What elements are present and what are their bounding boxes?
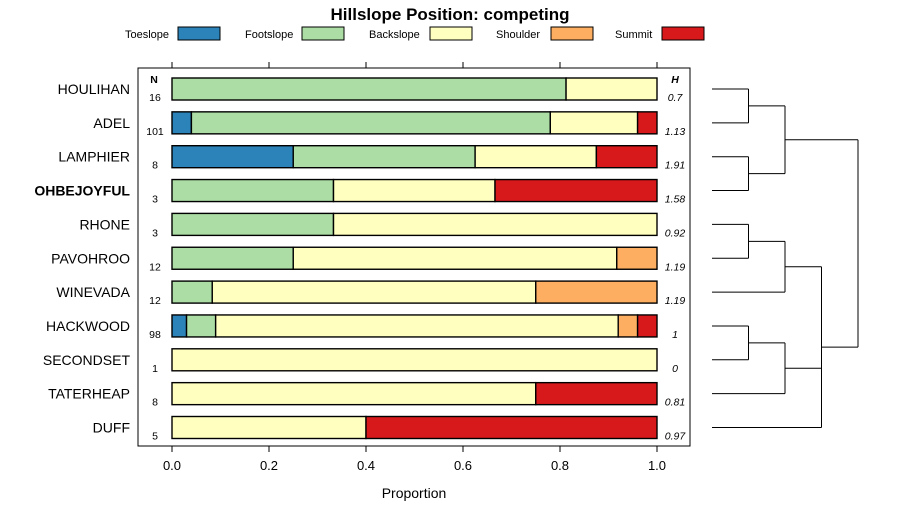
n-value: 16 bbox=[149, 92, 161, 104]
x-tick-label: 0.8 bbox=[551, 458, 569, 473]
bar-segment-summit bbox=[365, 415, 658, 440]
bar-segment-summit bbox=[595, 144, 658, 169]
n-value: 3 bbox=[152, 227, 158, 239]
bar-segment-backslope bbox=[292, 246, 618, 270]
legend-label-footslope: Footslope bbox=[245, 29, 293, 41]
bar-segment-footslope bbox=[185, 314, 217, 338]
x-axis: 0.0 0.2 0.4 0.6 0.8 1.0 bbox=[163, 62, 666, 473]
row-label-houlihan: HOULIHAN bbox=[58, 81, 130, 97]
row-label-hackwood: HACKWOOD bbox=[46, 318, 130, 334]
row-label-adel: ADEL bbox=[93, 115, 130, 131]
h-value: 0 bbox=[672, 363, 678, 375]
bar-segment-summit bbox=[535, 381, 658, 406]
h-value: 1.19 bbox=[665, 295, 686, 307]
row-label-pavohroo: PAVOHROO bbox=[51, 250, 130, 266]
bar-segment-backslope bbox=[474, 144, 598, 169]
bar-segment-summit bbox=[636, 314, 658, 338]
n-value: 101 bbox=[146, 126, 164, 138]
legend: Toeslope Footslope Backslope Shoulder Summit bbox=[125, 26, 705, 41]
bar-segment-backslope bbox=[211, 280, 537, 304]
row-label-lamphier: LAMPHIER bbox=[58, 149, 130, 165]
row-label-duff: DUFF bbox=[93, 420, 130, 436]
h-value: 0.81 bbox=[665, 397, 685, 409]
row-label-winevada: WINEVADA bbox=[56, 284, 130, 300]
legend-swatch-summit bbox=[661, 26, 705, 41]
bar-segment-shoulder bbox=[535, 280, 658, 304]
h-value: 0.92 bbox=[665, 227, 686, 239]
row-label-rhone: RHONE bbox=[79, 216, 130, 232]
n-value: 1 bbox=[152, 363, 158, 375]
bar-segment-backslope bbox=[171, 381, 537, 406]
h-value: 1.13 bbox=[665, 126, 686, 138]
x-tick-label: 0.0 bbox=[163, 458, 181, 473]
bar-segment-summit bbox=[636, 111, 658, 135]
n-value: 3 bbox=[152, 194, 158, 206]
dendrogram bbox=[712, 88, 859, 428]
bar-segment-footslope bbox=[171, 280, 213, 304]
n-value: 8 bbox=[152, 160, 158, 172]
bar-segment-summit bbox=[494, 178, 658, 203]
legend-label-backslope: Backslope bbox=[369, 29, 420, 41]
bar-segment-toeslope bbox=[171, 111, 193, 135]
x-tick-label: 1.0 bbox=[648, 458, 666, 473]
bar-segment-backslope bbox=[332, 212, 658, 237]
n-value: 8 bbox=[152, 397, 158, 409]
bar-segment-backslope bbox=[565, 77, 658, 101]
row-label-ohbejoyful: OHBEJOYFUL bbox=[34, 183, 130, 199]
bar-segment-shoulder bbox=[617, 314, 639, 338]
bar-segment-footslope bbox=[190, 111, 551, 135]
h-value: 1.58 bbox=[665, 194, 686, 206]
row-label-secondset: SECONDSET bbox=[43, 352, 131, 368]
n-value: 12 bbox=[149, 295, 161, 307]
bar-segment-footslope bbox=[171, 212, 335, 237]
bar-segment-backslope bbox=[171, 415, 367, 440]
h-value: 1.19 bbox=[665, 261, 686, 273]
bar-segment-backslope bbox=[549, 111, 639, 135]
bar-segment-backslope bbox=[214, 314, 619, 338]
bar-segment-shoulder bbox=[616, 246, 658, 270]
n-header: N bbox=[150, 74, 158, 86]
n-value: 5 bbox=[152, 431, 158, 443]
legend-label-summit: Summit bbox=[615, 29, 652, 41]
bar-segment-footslope bbox=[171, 246, 294, 270]
n-value: 12 bbox=[149, 261, 161, 273]
x-tick-label: 0.6 bbox=[454, 458, 472, 473]
bar-segment-backslope bbox=[171, 348, 658, 372]
bar-segment-backslope bbox=[332, 178, 496, 203]
plot-frame bbox=[137, 67, 691, 447]
bar-segment-toeslope bbox=[171, 144, 294, 169]
x-tick-label: 0.2 bbox=[260, 458, 278, 473]
chart-title: Hillslope Position: competing bbox=[331, 5, 570, 24]
bar-segment-footslope bbox=[292, 144, 476, 169]
h-value: 1.91 bbox=[665, 160, 685, 172]
legend-swatch-toeslope bbox=[177, 26, 221, 41]
x-tick-label: 0.4 bbox=[357, 458, 375, 473]
h-header: H bbox=[671, 74, 679, 86]
legend-swatch-backslope bbox=[429, 26, 473, 41]
row-label-taterheap: TATERHEAP bbox=[48, 386, 130, 402]
h-value: 0.7 bbox=[668, 92, 684, 104]
n-value: 98 bbox=[149, 329, 161, 341]
x-axis-label: Proportion bbox=[382, 485, 447, 501]
h-value: 1 bbox=[672, 329, 678, 341]
bar-segment-toeslope bbox=[171, 314, 188, 338]
h-value: 0.97 bbox=[665, 431, 687, 443]
legend-swatch-shoulder bbox=[550, 26, 594, 41]
legend-label-shoulder: Shoulder bbox=[496, 29, 540, 41]
legend-swatch-footslope bbox=[301, 26, 345, 41]
legend-label-toeslope: Toeslope bbox=[125, 29, 169, 41]
bar-segment-footslope bbox=[171, 178, 335, 203]
bar-segment-footslope bbox=[171, 77, 567, 101]
